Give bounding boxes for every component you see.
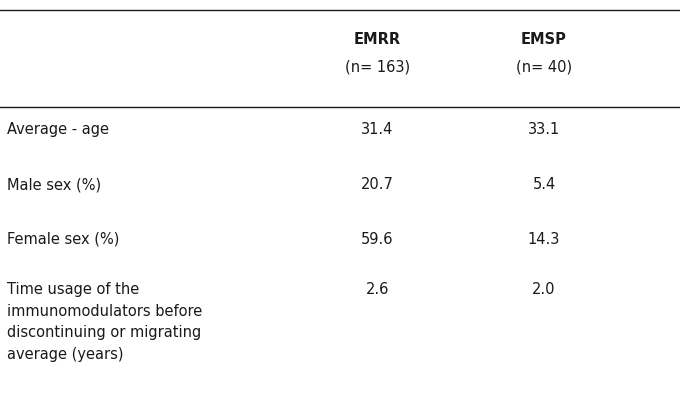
Text: Male sex (%): Male sex (%) [7,177,101,192]
Text: 59.6: 59.6 [361,232,394,247]
Text: 2.6: 2.6 [366,282,389,297]
Text: 14.3: 14.3 [528,232,560,247]
Text: 33.1: 33.1 [528,122,560,137]
Text: 5.4: 5.4 [532,177,556,192]
Text: (n= 40): (n= 40) [516,60,572,75]
Text: 31.4: 31.4 [361,122,394,137]
Text: Average - age: Average - age [7,122,109,137]
Text: Time usage of the
immunomodulators before
discontinuing or migrating
average (ye: Time usage of the immunomodulators befor… [7,282,202,362]
Text: Female sex (%): Female sex (%) [7,232,119,247]
Text: EMRR: EMRR [354,32,401,47]
Text: (n= 163): (n= 163) [345,60,410,75]
Text: 2.0: 2.0 [532,282,556,297]
Text: EMSP: EMSP [521,32,567,47]
Text: 20.7: 20.7 [361,177,394,192]
